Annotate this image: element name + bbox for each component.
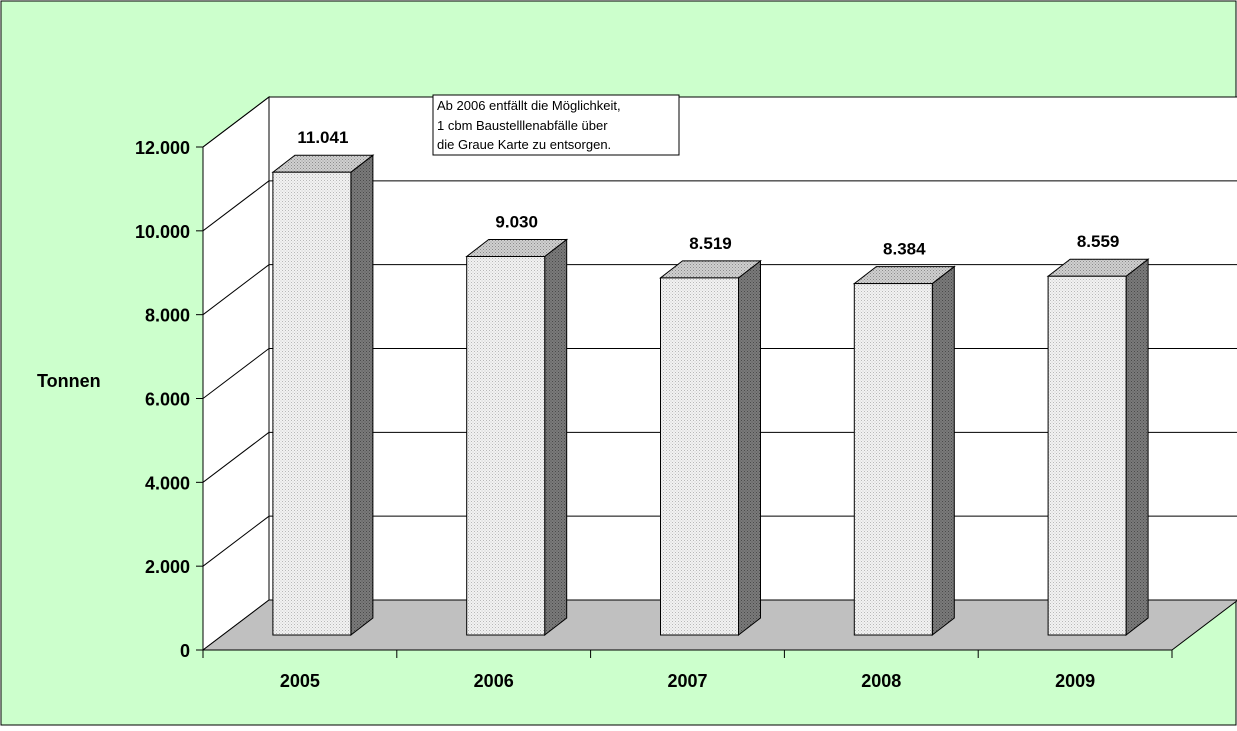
data-label: 8.519 [689, 234, 732, 253]
y-tick-label: 8.000 [145, 306, 190, 326]
y-tick-label: 2.000 [145, 557, 190, 577]
annotation-line-1: Ab 2006 entfällt die Möglichkeit, [437, 98, 621, 113]
data-label: 11.041 [297, 128, 348, 147]
axis-labels: 0 2.000 4.000 6.000 8.000 10.000 12.000 11.041 2… [135, 128, 1119, 691]
gridline-side [202, 431, 270, 483]
x-tick-label: 2006 [474, 671, 514, 691]
x-tick-label: 2008 [861, 671, 901, 691]
y-axis-label: Tonnen [37, 371, 101, 391]
data-label: 8.559 [1077, 232, 1120, 251]
bar [1047, 275, 1127, 636]
x-tick-label: 2007 [667, 671, 707, 691]
bar [466, 255, 546, 636]
annotation-line-2: 1 cbm Baustelllenabfälle über [437, 118, 608, 133]
bar [853, 283, 933, 636]
data-label: 9.030 [495, 212, 538, 231]
bar-side [1125, 258, 1149, 637]
bar-side [931, 265, 955, 637]
bars [271, 154, 1150, 637]
y-tick-label: 10.000 [135, 222, 190, 242]
x-tick-label: 2009 [1055, 671, 1095, 691]
gridline-side [202, 96, 270, 148]
x-tick-label: 2005 [280, 671, 320, 691]
annotation-line-3: die Graue Karte zu entsorgen. [437, 137, 611, 152]
data-label: 8.384 [883, 240, 926, 259]
bar-side [544, 238, 568, 637]
gridline-side [202, 515, 270, 567]
bar-side [350, 154, 374, 637]
bar [660, 277, 739, 636]
y-tick-label: 6.000 [145, 390, 190, 410]
y-tick-label: 12.000 [135, 138, 190, 158]
annotation-box: Ab 2006 entfällt die Möglichkeit, 1 cbm … [432, 94, 680, 156]
gridline-side [202, 348, 270, 399]
bar [272, 171, 352, 636]
gridline-side [202, 264, 270, 316]
y-tick-label: 4.000 [145, 473, 190, 493]
bar-side [738, 259, 761, 637]
y-tick-label: 0 [180, 641, 190, 661]
gridline-side [202, 180, 270, 232]
